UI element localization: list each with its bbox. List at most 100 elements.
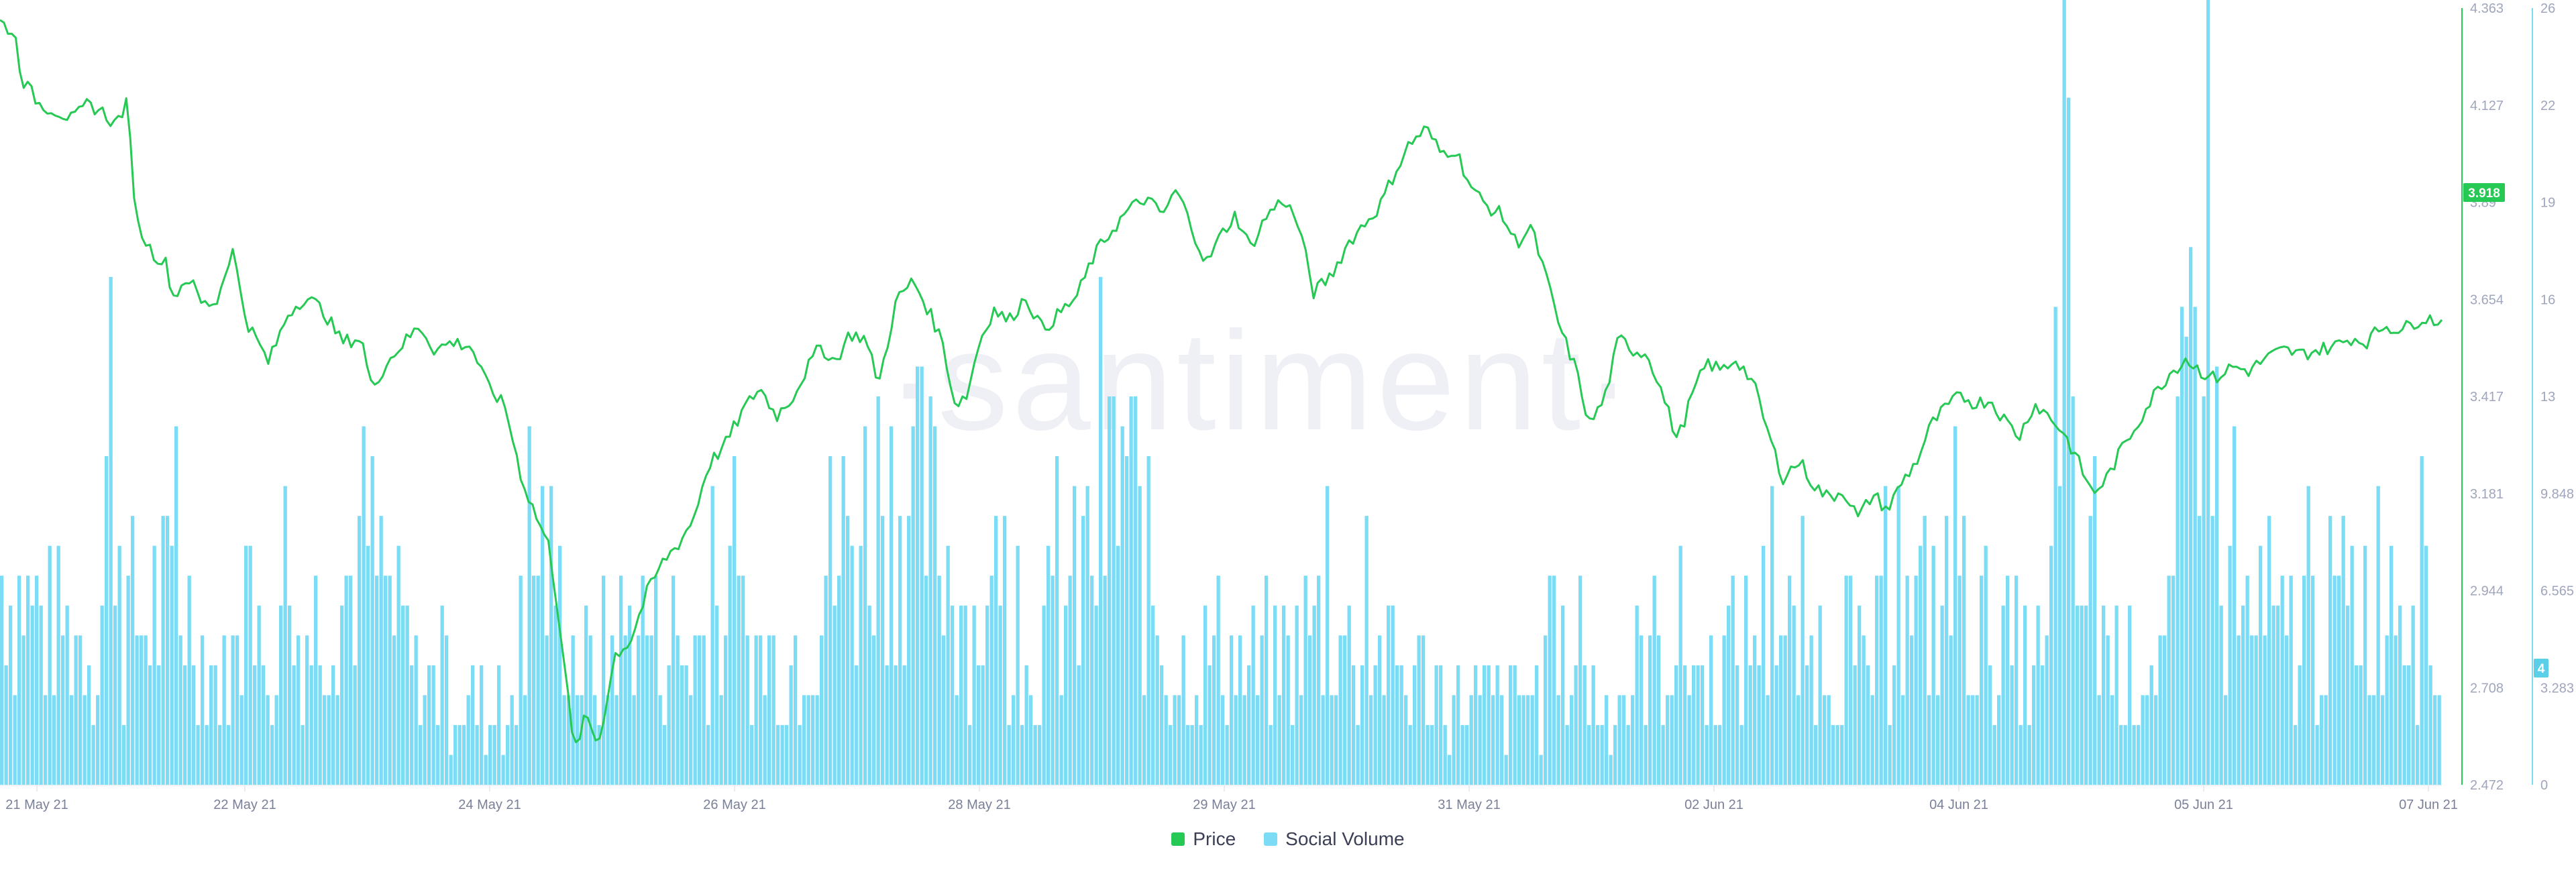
social-volume-bar <box>270 724 274 785</box>
social-volume-bar <box>2010 665 2014 785</box>
legend-label-social-volume: Social Volume <box>1285 828 1405 849</box>
x-tick-label: 04 Jun 21 <box>1929 798 1988 812</box>
social-volume-bar <box>789 665 793 785</box>
volume-tick-label: 13 <box>2540 390 2555 404</box>
social-volume-bar <box>148 665 152 785</box>
social-volume-bar <box>1801 516 1805 785</box>
legend-item-price[interactable]: Price <box>1171 828 1236 850</box>
price-tick-label: 2.472 <box>2470 778 2504 793</box>
social-volume-bar <box>39 605 43 785</box>
social-volume-bar <box>1631 695 1635 785</box>
social-volume-bar <box>9 605 13 785</box>
social-volume-bar <box>2132 724 2136 785</box>
social-volume-bar <box>1439 665 1443 785</box>
social-volume-bar <box>1282 605 1286 785</box>
social-volume-bar <box>584 605 588 785</box>
social-volume-bar <box>1312 605 1316 785</box>
social-volume-bar <box>1670 695 1674 785</box>
social-volume-bar <box>902 665 906 785</box>
social-volume-bar <box>654 576 658 785</box>
social-volume-bar <box>588 635 592 785</box>
social-volume-bar <box>2102 605 2106 785</box>
legend-swatch-price <box>1171 832 1185 846</box>
social-volume-bar <box>1783 635 1787 785</box>
social-volume-bar <box>972 605 976 785</box>
social-volume-bar <box>785 724 789 785</box>
social-volume-bar <box>1858 605 1862 785</box>
social-volume-bar <box>0 576 4 785</box>
social-volume-bar <box>105 456 109 785</box>
social-volume-bar <box>2398 605 2402 785</box>
volume-tick-label: 26 <box>2540 1 2555 16</box>
social-volume-bar <box>1146 456 1150 785</box>
social-volume-bar <box>619 576 623 785</box>
social-volume-bar <box>2315 724 2319 785</box>
social-volume-bar <box>1003 516 1007 785</box>
social-volume-bar <box>1600 724 1604 785</box>
social-volume-bar <box>70 695 74 785</box>
current-price-badge <box>2463 183 2505 202</box>
social-volume-bar <box>1657 635 1661 785</box>
price-tick-label: 2.708 <box>2470 681 2504 696</box>
social-volume-bar <box>323 695 327 785</box>
social-volume-bar <box>1635 605 1639 785</box>
social-volume-bar <box>2372 695 2376 785</box>
social-volume-bar <box>1085 486 1089 785</box>
price-tick-label: 3.181 <box>2470 487 2504 502</box>
social-volume-bar <box>2210 516 2214 785</box>
social-volume-bar <box>1574 665 1578 785</box>
social-volume-bar <box>257 605 261 785</box>
x-tick-label: 02 Jun 21 <box>1684 798 1743 812</box>
social-volume-bar <box>1722 635 1726 785</box>
social-volume-bar <box>1788 576 1792 785</box>
social-volume-bar <box>1430 724 1434 785</box>
social-volume-bar <box>898 516 902 785</box>
social-volume-bar <box>1949 635 1953 785</box>
social-volume-bar <box>1321 695 1325 785</box>
social-volume-bar <box>1251 605 1255 785</box>
social-volume-bar <box>1705 724 1709 785</box>
social-volume-bar <box>2390 545 2394 785</box>
social-volume-bar <box>2093 456 2097 785</box>
legend-item-social-volume[interactable]: Social Volume <box>1264 828 1405 850</box>
social-volume-bar <box>1212 635 1216 785</box>
social-volume-bar <box>2224 695 2228 785</box>
social-volume-bar <box>117 545 121 785</box>
social-volume-bar <box>2137 724 2141 785</box>
social-volume-bar <box>1696 665 1700 785</box>
social-volume-bar <box>676 635 680 785</box>
social-volume-bar <box>2163 635 2167 785</box>
social-volume-bar <box>2041 665 2045 785</box>
social-volume-bar <box>2084 605 2088 785</box>
social-volume-bar <box>1382 695 1386 785</box>
social-volume-bar <box>26 576 30 785</box>
price-line <box>0 19 2443 744</box>
social-volume-bar <box>1260 635 1264 785</box>
social-volume-bar <box>2228 545 2232 785</box>
social-volume-bar <box>1809 635 1813 785</box>
social-volume-bar <box>684 665 688 785</box>
social-volume-bar <box>227 724 231 785</box>
social-volume-bar <box>1012 695 1016 785</box>
social-volume-bar <box>1408 724 1412 785</box>
social-volume-bar <box>1326 486 1330 785</box>
social-volume-bar <box>1570 695 1574 785</box>
social-volume-bar <box>602 576 606 785</box>
social-volume-bar <box>144 635 148 785</box>
social-volume-bar <box>863 426 867 785</box>
x-tick-label: 31 May 21 <box>1438 798 1500 812</box>
social-volume-bar <box>2289 576 2293 785</box>
social-volume-bar <box>1980 576 1984 785</box>
social-volume-bar <box>737 576 741 785</box>
x-tick-label: 07 Jun 21 <box>2399 798 2458 812</box>
price-tick-label: 4.363 <box>2470 1 2504 16</box>
social-volume-bar <box>2363 545 2367 785</box>
social-volume-bar <box>1739 724 1743 785</box>
social-volume-bar <box>2302 576 2306 785</box>
social-volume-bar <box>244 545 248 785</box>
social-volume-bar <box>968 724 972 785</box>
social-volume-bar <box>2036 605 2040 785</box>
social-volume-bar <box>1478 695 1482 785</box>
social-volume-bar <box>480 665 484 785</box>
social-volume-bar <box>1517 695 1521 785</box>
